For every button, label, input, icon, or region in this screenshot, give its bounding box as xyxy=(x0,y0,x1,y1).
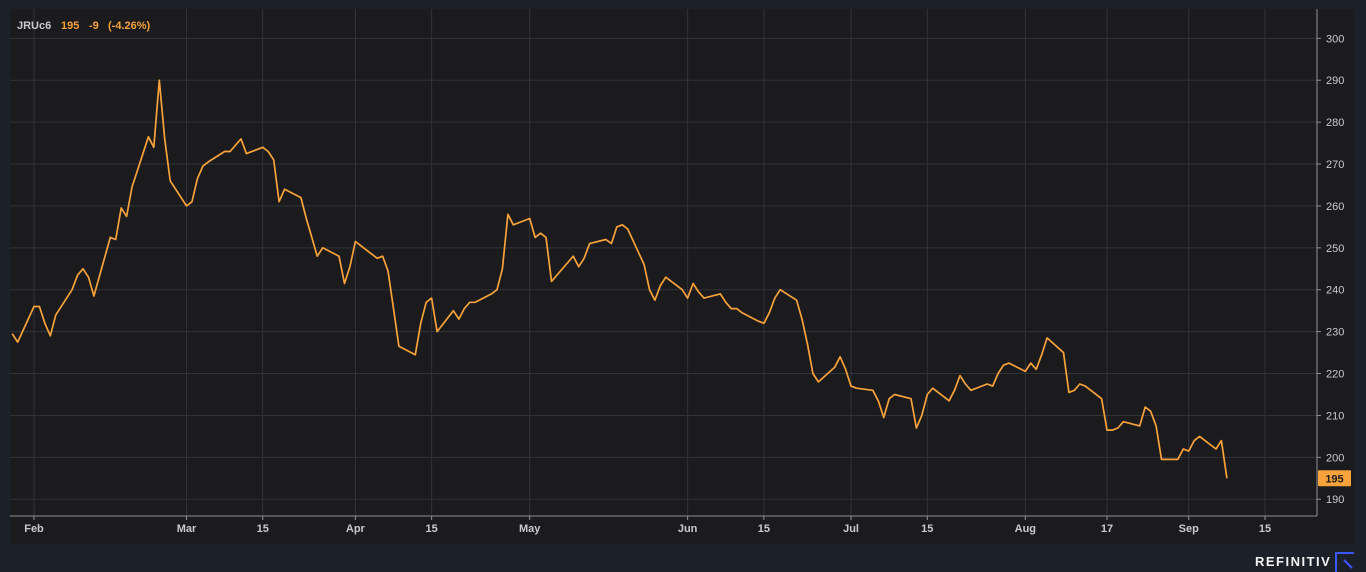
y-tick-label: 220 xyxy=(1326,369,1344,381)
series-line-jruc6 xyxy=(11,79,1228,479)
x-tick-label: Feb xyxy=(24,523,44,535)
chart-legend: JRUc6 195 -9 (-4.26%) xyxy=(17,20,151,32)
x-tick-label: 17 xyxy=(1101,523,1113,535)
y-tick-label: 190 xyxy=(1326,494,1344,506)
logo-mark-corner xyxy=(1335,552,1354,572)
x-tick-label: 15 xyxy=(921,523,933,535)
y-tick-label: 210 xyxy=(1326,410,1344,422)
brand-name: REFINITIV xyxy=(1255,554,1331,569)
y-axis-ticks: 190 200 210 220 230 240 250 260 270 280 290 300 xyxy=(1317,33,1344,506)
x-tick-label: 15 xyxy=(257,523,269,535)
last-value-tag: 195 xyxy=(1318,470,1351,487)
last-value-badge xyxy=(1318,470,1351,487)
x-tick-label: Apr xyxy=(346,523,366,535)
x-tick-label: Mar xyxy=(177,523,197,535)
y-tick-label: 230 xyxy=(1326,327,1344,339)
brand-area: REFINITIV xyxy=(1255,552,1354,572)
refinitiv-logo-icon xyxy=(1335,552,1354,572)
y-tick-label: 270 xyxy=(1326,159,1344,171)
legend-change-percent: (-4.26%) xyxy=(108,20,151,32)
x-tick-label: May xyxy=(519,523,541,535)
grid-lines xyxy=(10,9,1317,516)
y-tick-label: 260 xyxy=(1326,201,1344,213)
x-tick-label: 15 xyxy=(1259,523,1271,535)
y-tick-label: 250 xyxy=(1326,243,1344,255)
y-tick-label: 240 xyxy=(1326,285,1344,297)
x-tick-label: Aug xyxy=(1015,523,1036,535)
x-tick-label: 15 xyxy=(425,523,437,535)
chart-background xyxy=(10,9,1354,544)
legend-symbol: JRUc6 xyxy=(17,20,51,32)
y-tick-label: 290 xyxy=(1326,75,1344,87)
legend-last-value: 195 xyxy=(61,20,79,32)
logo-mark-arrow xyxy=(1343,559,1353,569)
y-tick-label: 300 xyxy=(1326,33,1344,45)
x-tick-label: 15 xyxy=(758,523,770,535)
y-tick-label: 280 xyxy=(1326,117,1344,129)
x-axis-ticks: Feb Mar 15 Apr 15 May Jun 15 Jul 15 Aug 17 Sep 15 xyxy=(24,516,1271,535)
y-tick-label: 200 xyxy=(1326,452,1344,464)
last-value-label: 195 xyxy=(1325,473,1343,485)
x-tick-label: Jul xyxy=(843,523,859,535)
x-tick-label: Sep xyxy=(1179,523,1199,535)
x-tick-label: Jun xyxy=(678,523,698,535)
legend-change: -9 xyxy=(89,20,99,32)
